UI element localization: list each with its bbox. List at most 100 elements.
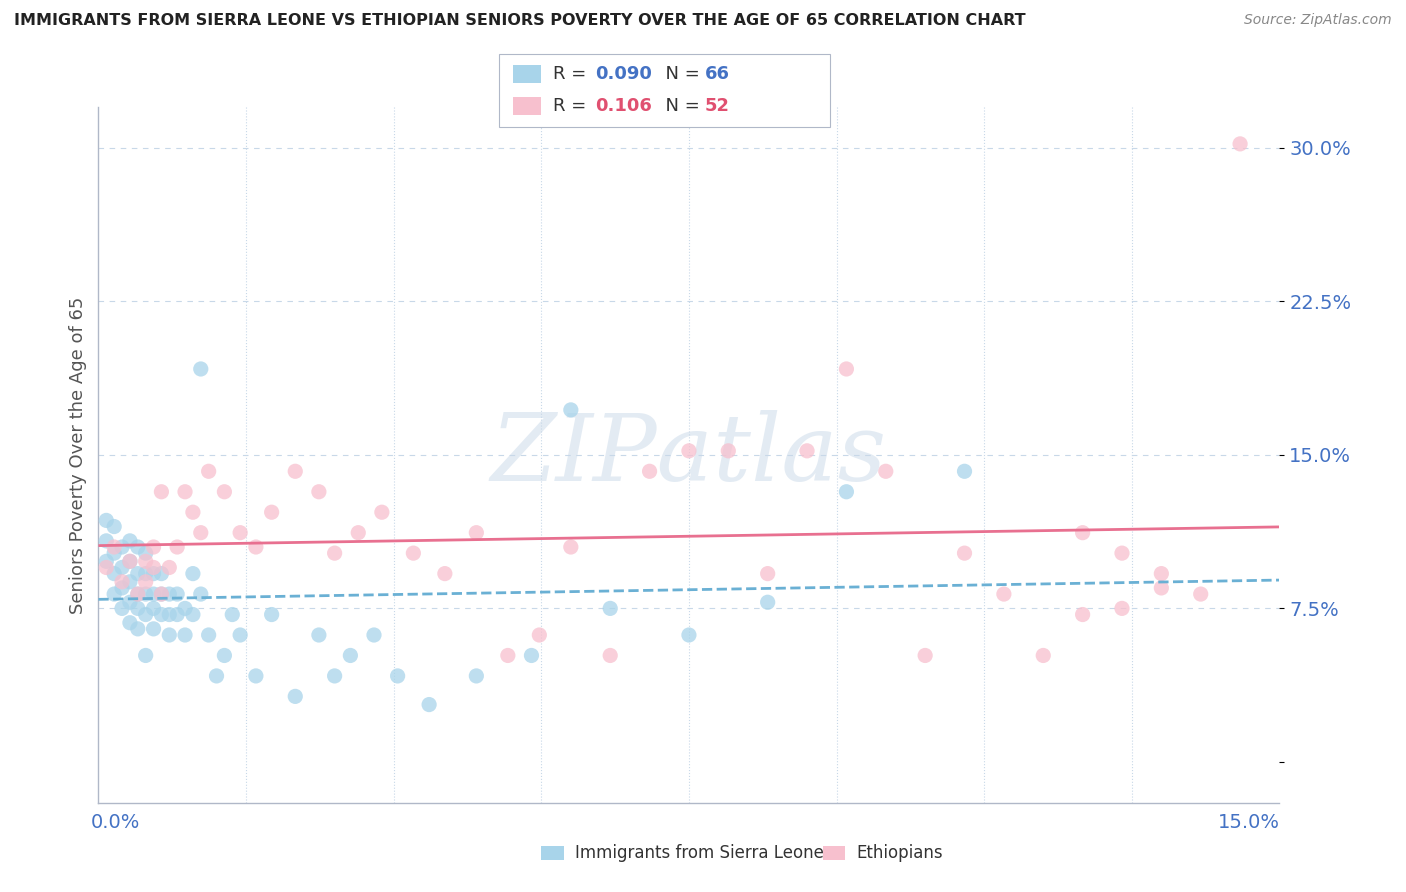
Point	[835, 484, 858, 499]
Point	[260, 607, 283, 622]
Point	[205, 669, 228, 683]
Point	[135, 587, 157, 601]
Point	[835, 362, 858, 376]
Point	[323, 669, 346, 683]
Point	[229, 628, 252, 642]
Point	[678, 443, 700, 458]
Point	[118, 595, 141, 609]
Point	[150, 566, 173, 581]
Point	[174, 601, 197, 615]
Point	[150, 587, 173, 601]
Point	[127, 540, 149, 554]
Point	[103, 587, 125, 601]
Point	[1111, 546, 1133, 560]
Point	[638, 464, 661, 478]
Point	[284, 464, 307, 478]
Point	[1071, 525, 1094, 540]
Point	[214, 648, 236, 663]
Text: 0.106: 0.106	[595, 97, 651, 115]
Point	[135, 566, 157, 581]
Point	[284, 690, 307, 704]
Point	[150, 484, 173, 499]
Point	[418, 698, 440, 712]
Point	[197, 628, 219, 642]
Point	[142, 540, 165, 554]
Point	[599, 648, 621, 663]
Point	[157, 628, 180, 642]
Y-axis label: Seniors Poverty Over the Age of 65: Seniors Poverty Over the Age of 65	[69, 296, 87, 614]
Point	[1111, 601, 1133, 615]
Point	[402, 546, 425, 560]
Point	[142, 587, 165, 601]
Point	[118, 615, 141, 630]
Point	[914, 648, 936, 663]
Point	[166, 587, 188, 601]
Point	[111, 574, 134, 589]
Point	[103, 540, 125, 554]
Point	[96, 554, 118, 568]
Point	[118, 554, 141, 568]
Point	[245, 669, 267, 683]
Text: Ethiopians: Ethiopians	[856, 844, 943, 862]
Point	[529, 628, 551, 642]
Point	[599, 601, 621, 615]
Point	[135, 607, 157, 622]
Text: Source: ZipAtlas.com: Source: ZipAtlas.com	[1244, 13, 1392, 28]
Point	[150, 587, 173, 601]
Point	[142, 560, 165, 574]
Point	[174, 628, 197, 642]
Point	[135, 574, 157, 589]
Text: 66: 66	[704, 65, 730, 83]
Point	[96, 513, 118, 527]
Point	[323, 546, 346, 560]
Point	[229, 525, 252, 540]
Point	[135, 554, 157, 568]
Point	[363, 628, 385, 642]
Point	[190, 587, 212, 601]
Point	[678, 628, 700, 642]
Point	[127, 587, 149, 601]
Point	[1150, 566, 1173, 581]
Text: 15.0%: 15.0%	[1218, 813, 1279, 832]
Text: 52: 52	[704, 97, 730, 115]
Point	[308, 628, 330, 642]
Point	[190, 362, 212, 376]
Point	[166, 607, 188, 622]
Point	[96, 533, 118, 548]
Point	[387, 669, 409, 683]
Point	[756, 566, 779, 581]
Point	[118, 533, 141, 548]
Text: 0.090: 0.090	[595, 65, 651, 83]
Point	[166, 540, 188, 554]
Point	[496, 648, 519, 663]
Point	[214, 484, 236, 499]
Point	[127, 601, 149, 615]
Point	[181, 505, 204, 519]
Point	[347, 525, 370, 540]
Point	[111, 560, 134, 574]
Point	[142, 622, 165, 636]
Point	[111, 581, 134, 595]
Point	[756, 595, 779, 609]
Point	[118, 574, 141, 589]
Point	[103, 546, 125, 560]
Point	[953, 464, 976, 478]
Point	[1071, 607, 1094, 622]
Point	[135, 648, 157, 663]
Point	[96, 560, 118, 574]
Point	[433, 566, 456, 581]
Point	[1150, 581, 1173, 595]
Point	[1189, 587, 1212, 601]
Point	[142, 566, 165, 581]
Text: N =: N =	[654, 97, 706, 115]
Text: Immigrants from Sierra Leone: Immigrants from Sierra Leone	[575, 844, 824, 862]
Point	[993, 587, 1015, 601]
Text: R =: R =	[553, 65, 592, 83]
Point	[197, 464, 219, 478]
Point	[190, 525, 212, 540]
Point	[465, 525, 488, 540]
Point	[157, 587, 180, 601]
Point	[127, 566, 149, 581]
Point	[308, 484, 330, 499]
Text: R =: R =	[553, 97, 592, 115]
